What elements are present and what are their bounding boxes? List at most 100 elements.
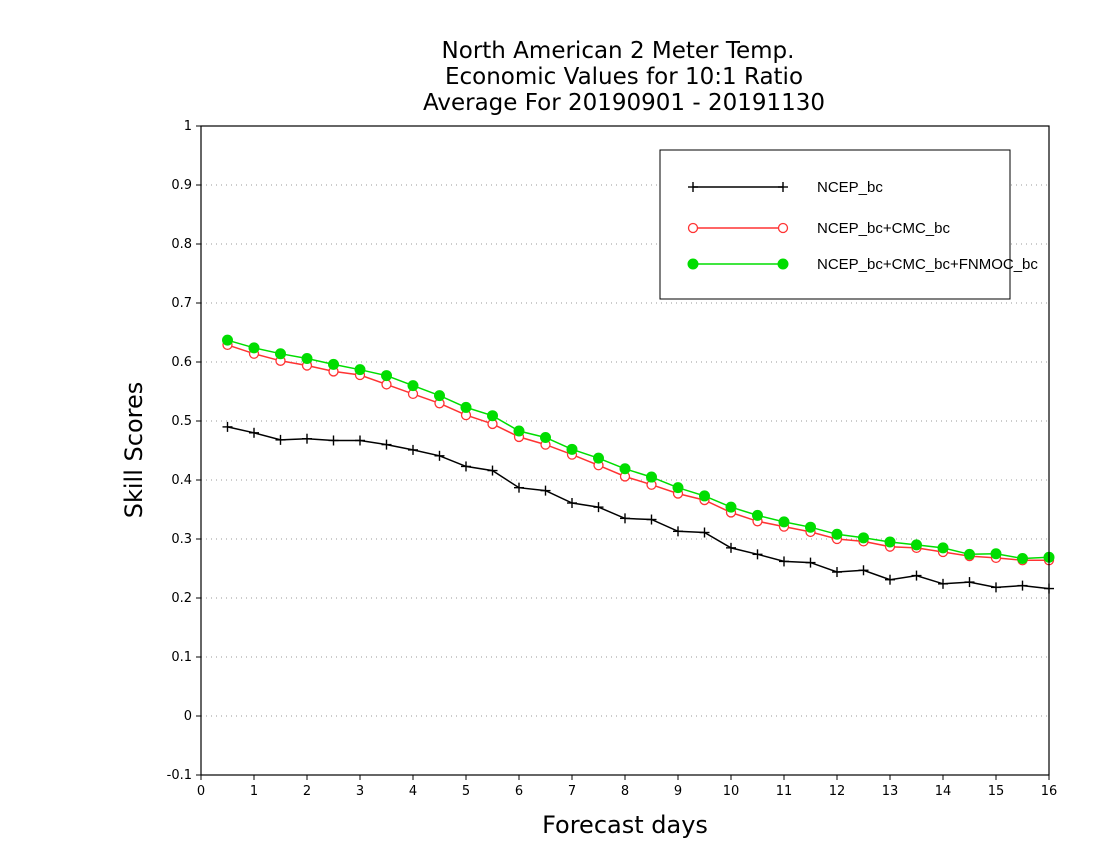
data-point (832, 567, 842, 578)
data-point (911, 539, 922, 551)
data-point (381, 370, 392, 382)
data-point (778, 516, 790, 528)
data-point (249, 427, 259, 438)
x-tick-label: 2 (303, 784, 311, 799)
data-point (646, 471, 657, 483)
plot-frame (200, 125, 1050, 776)
data-point (248, 342, 260, 354)
data-point (222, 421, 233, 432)
data-point (938, 578, 948, 589)
y-tick-label: 0.7 (171, 296, 192, 311)
data-point (434, 450, 445, 461)
data-point (752, 549, 763, 560)
data-point (487, 410, 498, 422)
data-point (805, 521, 816, 533)
data-point (991, 582, 1001, 593)
data-point (858, 565, 869, 576)
data-point (619, 463, 631, 475)
data-point (1017, 580, 1028, 591)
data-point (381, 379, 392, 390)
data-point (805, 557, 816, 568)
chart-title: North American 2 Meter Temp. Economic Va… (423, 38, 825, 116)
data-point (407, 380, 419, 392)
data-point (699, 527, 710, 538)
x-axis-title: Forecast days (542, 811, 708, 839)
series-line (227, 426, 1050, 590)
y-tick-label: 1 (184, 119, 192, 134)
data-point (354, 364, 366, 376)
y-tick-label: 0.9 (171, 178, 192, 193)
legend-label: NCEP_bc+CMC_bc+FNMOC_bc (817, 256, 1038, 273)
x-tick-label: 12 (829, 784, 846, 799)
legend-marker (778, 182, 788, 192)
data-point (672, 482, 684, 494)
series-layer (222, 334, 1055, 594)
data-point (884, 536, 896, 548)
x-tick-label: 0 (197, 784, 205, 799)
series-line (227, 344, 1049, 561)
x-tick-label: 3 (356, 784, 364, 799)
legend: NCEP_bc NCEP_bc+CMC_bc NCEP_bc+CMC_bc+FNMO… (659, 149, 1038, 300)
series-3 (222, 334, 1055, 564)
y-tick-label: 0 (184, 709, 192, 724)
y-tick-label: -0.1 (167, 768, 192, 783)
x-tick-label: 14 (935, 784, 952, 799)
data-point (964, 548, 975, 560)
y-axis-title: Skill Scores (120, 382, 148, 519)
data-point (275, 434, 286, 445)
data-point (885, 574, 895, 585)
legend-entry: NCEP_bc+CMC_bc (687, 220, 950, 237)
data-point (275, 348, 286, 360)
data-point (434, 390, 445, 402)
data-point (487, 465, 498, 476)
data-point (911, 570, 922, 581)
data-point (990, 548, 1002, 560)
data-point (725, 501, 737, 513)
x-tick-label: 10 (723, 784, 740, 799)
title-line-1: North American 2 Meter Temp. (442, 38, 795, 64)
axes: -0.100.10.20.30.40.50.60.70.80.910 1 2 3 4 5 6… (167, 119, 1058, 799)
data-point (540, 432, 551, 444)
data-point (461, 461, 471, 472)
y-tick-label: 0.5 (171, 414, 192, 429)
legend-marker (777, 222, 789, 234)
data-point (567, 498, 577, 509)
legend-entry: NCEP_bc (688, 179, 883, 196)
series-1 (222, 421, 1054, 594)
data-point (381, 439, 392, 450)
data-point (408, 444, 418, 455)
legend-label: NCEP_bc (817, 179, 883, 196)
legend-label: NCEP_bc+CMC_bc (817, 220, 950, 237)
legend-marker (687, 222, 699, 234)
title-line-3: Average For 20190901 - 20191130 (423, 90, 825, 116)
data-point (328, 358, 339, 370)
data-point (514, 482, 524, 493)
data-point (1017, 552, 1028, 564)
y-tick-label: 0.3 (171, 532, 192, 547)
x-tick-label: 9 (674, 784, 682, 799)
legend-marker (687, 258, 699, 270)
data-point (964, 577, 975, 588)
y-tick-label: 0.4 (171, 473, 192, 488)
data-point (779, 556, 789, 567)
data-point (513, 425, 525, 437)
data-point (540, 485, 551, 496)
data-point (646, 514, 657, 525)
y-tick-label: 0.2 (171, 591, 192, 606)
x-tick-label: 8 (621, 784, 629, 799)
data-point (566, 443, 578, 455)
title-line-2: Economic Values for 10:1 Ratio (445, 64, 803, 90)
x-tick-label: 6 (515, 784, 523, 799)
data-point (302, 433, 312, 444)
legend-box (659, 149, 1011, 300)
x-tick-label: 16 (1041, 784, 1058, 799)
data-point (593, 452, 604, 464)
data-point (593, 502, 604, 513)
data-point (355, 435, 365, 446)
data-point (460, 401, 472, 413)
data-point (726, 542, 736, 553)
y-tick-label: 0.6 (171, 355, 192, 370)
y-tick-label: 0.8 (171, 237, 192, 252)
x-tick-label: 13 (882, 784, 899, 799)
